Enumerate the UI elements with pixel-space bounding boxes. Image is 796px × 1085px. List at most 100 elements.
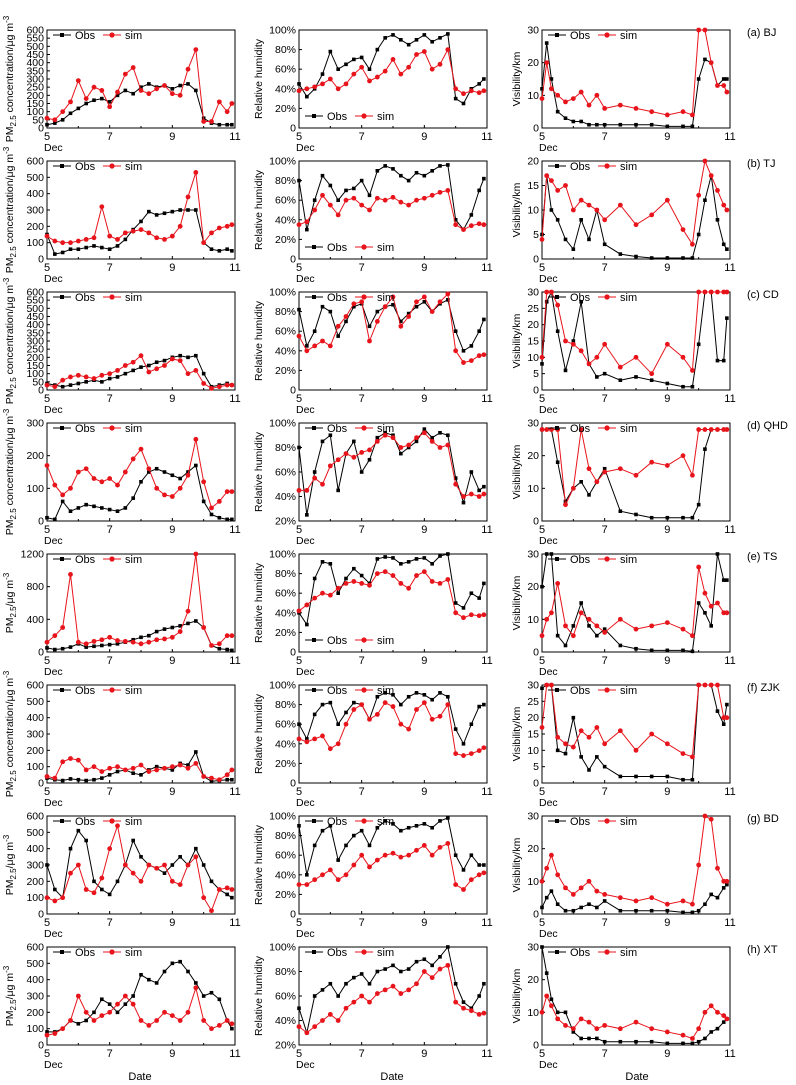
y-tick-label: 30	[527, 25, 539, 37]
data-point-obs	[383, 36, 387, 40]
data-point-obs	[571, 715, 576, 720]
x-tick-label: 11	[229, 524, 240, 536]
data-point-sim	[390, 57, 396, 62]
data-point-sim	[586, 361, 592, 367]
data-point-obs	[555, 748, 560, 753]
data-point-sim	[229, 633, 235, 639]
data-point-sim	[696, 289, 702, 295]
legend-label-sim: sim	[125, 292, 142, 304]
series-line-sim	[298, 964, 484, 1034]
y-tick-label: 0	[38, 123, 44, 135]
y-tick-label: 10	[527, 876, 539, 888]
data-point-obs	[649, 256, 654, 260]
data-point-sim	[83, 641, 89, 647]
data-point-obs	[721, 886, 726, 890]
panel-label: (g) BD	[747, 813, 779, 825]
data-point-obs	[469, 591, 474, 595]
series-line-obs	[298, 945, 485, 1035]
data-point-obs	[544, 971, 549, 975]
data-point-sim	[390, 294, 396, 300]
data-point-obs	[312, 329, 317, 333]
data-point-obs	[665, 908, 670, 913]
data-point-sim	[91, 890, 97, 896]
data-point-sim	[327, 746, 333, 752]
data-point-sim	[335, 212, 341, 218]
data-point-sim	[374, 712, 380, 717]
data-point-sim	[122, 862, 128, 868]
panel-label: (f) ZJK	[747, 682, 781, 694]
y-tick-label: 100%	[269, 680, 296, 692]
data-point-obs	[649, 648, 654, 653]
data-point-sim	[570, 341, 576, 347]
data-point-sim	[162, 83, 167, 88]
data-point-obs	[438, 431, 442, 435]
data-point-obs	[76, 777, 81, 782]
data-point-sim	[351, 71, 357, 77]
data-point-obs	[68, 383, 73, 387]
data-point-obs	[178, 208, 182, 212]
data-point-sim	[201, 895, 207, 901]
data-point-obs	[540, 905, 544, 910]
data-point-sim	[429, 852, 435, 858]
data-point-sim	[75, 993, 81, 999]
legend-marker-sim	[109, 818, 115, 824]
data-point-sim	[633, 472, 639, 478]
y-tick-label: 200	[26, 876, 44, 888]
y-tick-label: 200	[26, 221, 44, 233]
y-tick-label: 100%	[269, 287, 296, 299]
data-point-sim	[445, 442, 451, 448]
data-point-sim	[216, 641, 222, 647]
data-point-sim	[633, 106, 639, 111]
data-point-sim	[177, 1018, 183, 1023]
x-axis-title-pm25: Date	[128, 1071, 151, 1083]
y-tick-label: 80%	[275, 175, 296, 187]
legend-label-sim: sim	[125, 816, 142, 828]
y-tick-label: 500	[26, 303, 44, 315]
y-tick-label: 25	[527, 303, 539, 315]
data-point-sim	[52, 384, 58, 390]
data-point-sim	[453, 751, 459, 756]
data-point-obs	[139, 635, 143, 640]
data-point-sim	[83, 237, 89, 242]
data-point-obs	[209, 990, 214, 995]
data-point-obs	[649, 908, 654, 913]
x-tick-label: 5	[296, 1048, 302, 1060]
data-point-obs	[194, 353, 198, 358]
data-point-obs	[60, 778, 65, 783]
data-point-sim	[335, 877, 341, 883]
y-tick-label: 400	[26, 712, 44, 724]
data-point-obs	[162, 470, 167, 474]
data-point-obs	[297, 445, 301, 450]
y-tick-label: 60%	[275, 588, 296, 600]
y-tick-label: 20%	[275, 103, 296, 115]
series-line-obs	[542, 429, 727, 519]
x-tick-label: 9	[421, 262, 427, 274]
x-tick-label: 9	[169, 131, 175, 143]
data-point-sim	[586, 202, 592, 208]
data-point-sim	[177, 882, 183, 887]
x-tick-label: 7	[107, 917, 113, 929]
data-point-sim	[664, 1029, 670, 1035]
data-point-sim	[138, 641, 144, 647]
data-point-obs	[383, 819, 387, 823]
data-point-sim	[320, 192, 325, 198]
data-point-obs	[681, 777, 685, 782]
legend-marker-obs	[60, 164, 64, 168]
data-point-obs	[461, 101, 466, 106]
data-point-obs	[375, 47, 380, 52]
legend-label-sim: sim	[620, 30, 637, 42]
data-point-sim	[382, 700, 388, 706]
data-point-sim	[122, 767, 128, 773]
data-point-sim	[708, 427, 714, 432]
plot-frame	[298, 946, 488, 1046]
data-point-obs	[414, 304, 419, 309]
month-label: Dec	[44, 797, 63, 809]
data-point-obs	[170, 863, 175, 867]
data-point-obs	[618, 908, 623, 913]
legend-label-obs: Obs	[75, 30, 96, 42]
data-point-sim	[177, 223, 183, 229]
plot-frame	[46, 684, 236, 784]
data-point-obs	[618, 1039, 623, 1044]
